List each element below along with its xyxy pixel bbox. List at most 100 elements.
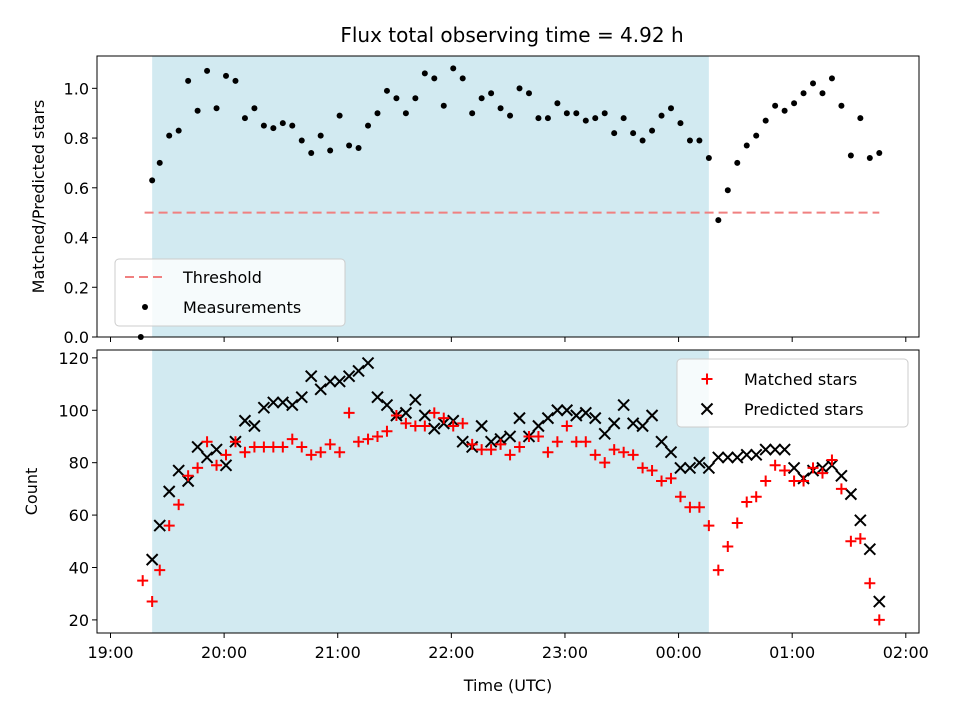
measurement-point [810,80,817,87]
predicted-star-point [286,398,299,412]
legend-bottom: Matched stars Predicted stars [676,358,909,428]
y-axis: 20 40 60 80 100 120 Count [22,349,97,630]
y-axis: 0.0 0.2 0.4 0.6 0.8 1.0 Matched/Predicted star… [29,79,97,347]
y-tick-label: 120 [58,349,89,368]
matched-star-point [627,449,639,461]
measurement-point [402,110,409,117]
predicted-star-point [702,461,716,475]
matched-star-point [229,436,241,448]
predicted-star-point [854,514,867,527]
measurement-point [715,217,722,224]
measurement-point [223,72,230,79]
measurement-point [753,132,760,139]
legend-matched-swatch [701,373,713,385]
predicted-star-point [323,375,337,388]
x-tick-label: 21:00 [315,643,361,662]
measurement-point [166,132,173,139]
matched-star-point [495,438,507,450]
top-panel: 0.0 0.2 0.4 0.6 0.8 1.0 Matched/Predicted star… [29,55,920,347]
measurement-point [175,127,182,134]
matched-star-point [146,596,158,608]
predicted-star-point [418,409,432,422]
matched-star-point [674,491,686,503]
predicted-star-point [551,404,564,417]
predicted-star-point [683,461,697,475]
matched-star-point [779,465,791,477]
matched-star-point [381,425,393,437]
measurement-point [383,87,390,94]
x-tick-label: 22:00 [428,643,474,662]
y-tick-label: 60 [69,506,89,525]
chart-title: Flux total observing time = 4.92 h [340,23,683,47]
predicted-star-point [210,443,223,456]
legend-matched-label: Matched stars [744,370,857,389]
y-tick-label: 0.4 [64,229,89,248]
matched-star-point [220,449,232,461]
y-tick-label: 0.0 [64,328,89,347]
matched-star-point [731,517,743,529]
predicted-star-point [399,406,413,420]
measurement-point [374,110,381,117]
measurement-point [876,149,883,156]
observing-window-shade [152,350,709,633]
matched-star-point [798,475,810,487]
matched-star-point [835,483,847,495]
measurement-point [705,154,712,161]
predicted-star-point [712,451,725,464]
matched-star-point [570,436,582,448]
measurement-point [516,85,523,92]
matched-star-point [476,444,488,456]
y-tick-label: 40 [69,558,89,577]
predicted-star-point [172,464,185,477]
matched-star-point [760,475,772,487]
measurement-point [563,110,570,117]
legend-predicted-label: Predicted stars [744,400,864,419]
predicted-star-point [191,440,204,454]
predicted-star-point [626,417,640,430]
legend-measurements-label: Measurements [183,298,301,317]
predicted-star-point [607,417,621,430]
measurement-point [336,112,343,119]
y-tick-label: 20 [69,611,89,630]
measurement-point [289,122,296,129]
x-tick-label: 23:00 [542,643,588,662]
measurement-point [194,107,201,114]
x-tick-label: 02:00 [883,643,929,662]
predicted-star-point [267,396,280,409]
measurement-point [497,105,504,112]
matched-star-point [854,533,866,545]
measurement-point [791,100,798,107]
matched-star-point [201,436,213,448]
measurement-point [469,110,476,117]
matched-star-point [826,454,838,466]
matched-star-point [665,472,677,484]
predicted-star-point [750,448,763,462]
matched-star-point [693,501,705,513]
predicted-star-point [484,435,498,448]
measurement-point [762,117,769,124]
matched-star-point [504,449,516,461]
matched-star-point [788,475,800,487]
series-measurements [137,65,883,340]
matched-star-point [656,475,668,487]
matched-star-point [646,465,658,477]
matched-star-point [211,459,223,471]
matched-star-point [428,407,440,419]
measurement-point [724,187,731,194]
predicted-star-point [674,461,687,475]
matched-star-point [769,459,781,471]
predicted-star-point [162,485,176,498]
predicted-star-point [835,469,848,482]
series-matched-stars [137,407,885,626]
measurement-point [838,102,845,109]
matched-star-point [561,420,573,432]
measurement-point [478,95,485,102]
measurement-point [298,137,305,144]
matched-star-point [305,449,317,461]
y-tick-label: 100 [58,401,89,420]
matched-star-point [589,449,601,461]
matched-star-point [334,446,346,458]
predicted-star-point [409,393,422,406]
legend-box [114,258,346,327]
measurement-point [592,115,599,122]
